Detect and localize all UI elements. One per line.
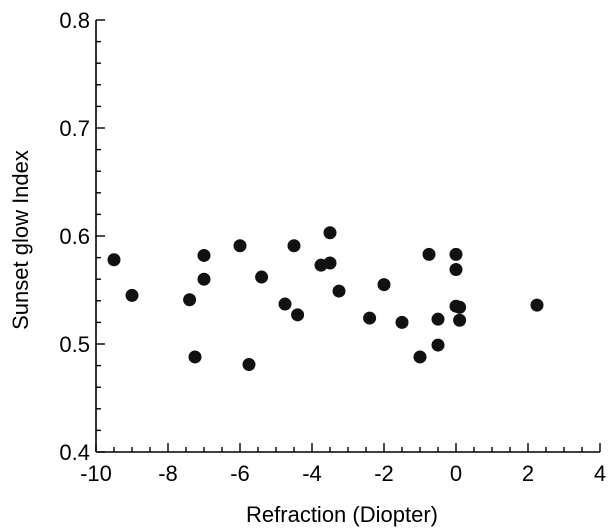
- data-point: [233, 239, 247, 253]
- data-point: [323, 226, 337, 240]
- data-point: [197, 272, 211, 286]
- data-point: [125, 288, 139, 302]
- data-point: [242, 358, 256, 372]
- data-point: [530, 298, 544, 312]
- data-point: [255, 270, 269, 284]
- x-tick-label: -2: [374, 461, 394, 486]
- x-ticks: -10 -8 -6 -4 -2 0 2 4: [80, 443, 606, 486]
- y-tick-label: 0.4: [59, 440, 90, 465]
- data-point: [431, 338, 445, 352]
- x-axis-title: Refraction (Diopter): [246, 502, 438, 527]
- data-point: [183, 293, 197, 307]
- data-point: [431, 312, 445, 326]
- y-ticks: 0.4 0.5 0.6 0.7 0.8: [59, 8, 105, 465]
- data-point: [395, 315, 409, 329]
- x-tick-label: 0: [450, 461, 462, 486]
- x-tick-label: -4: [302, 461, 322, 486]
- x-tick-label: 4: [594, 461, 606, 486]
- y-axis-title: Sunset glow Index: [8, 150, 33, 330]
- data-point: [107, 253, 121, 267]
- y-tick-label: 0.7: [59, 116, 90, 141]
- y-tick-label: 0.5: [59, 332, 90, 357]
- data-point: [453, 313, 467, 327]
- data-point: [291, 308, 305, 322]
- data-point: [449, 247, 463, 261]
- data-point: [449, 262, 463, 276]
- data-points: [107, 226, 544, 372]
- data-point: [422, 247, 436, 261]
- x-tick-label: 2: [522, 461, 534, 486]
- data-point: [377, 278, 391, 292]
- axes: [95, 20, 600, 453]
- data-point: [332, 284, 346, 298]
- data-point: [413, 350, 427, 364]
- data-point: [188, 350, 202, 364]
- y-tick-label: 0.8: [59, 8, 90, 33]
- data-point: [363, 311, 377, 325]
- x-tick-label: -8: [158, 461, 178, 486]
- data-point: [287, 239, 301, 253]
- x-tick-label: -10: [80, 461, 112, 486]
- data-point: [197, 248, 211, 262]
- x-tick-label: -6: [230, 461, 250, 486]
- data-point: [453, 300, 467, 314]
- data-point: [323, 256, 337, 270]
- y-tick-label: 0.6: [59, 224, 90, 249]
- data-point: [278, 297, 292, 311]
